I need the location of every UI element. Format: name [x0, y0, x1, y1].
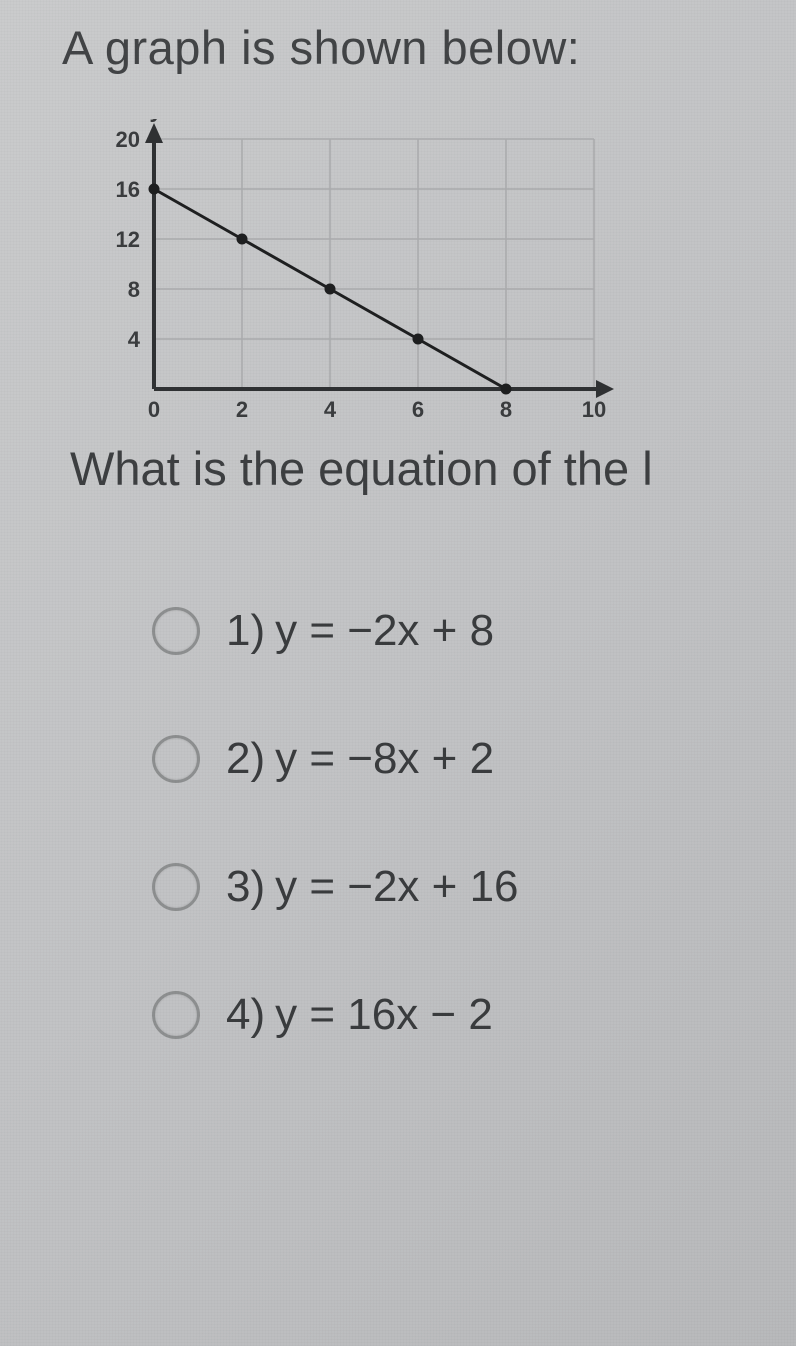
line-chart: 024681048121620yx: [84, 119, 624, 429]
svg-text:10: 10: [582, 397, 606, 422]
radio-icon[interactable]: [152, 735, 200, 783]
svg-text:4: 4: [128, 327, 141, 352]
radio-icon[interactable]: [152, 607, 200, 655]
answer-options: 1)y = −2x + 8 2)y = −8x + 2 3)y = −2x + …: [152, 606, 782, 1040]
svg-text:y: y: [149, 119, 163, 123]
svg-text:8: 8: [500, 397, 512, 422]
radio-icon[interactable]: [152, 991, 200, 1039]
option-1[interactable]: 1)y = −2x + 8: [152, 606, 782, 656]
svg-text:4: 4: [324, 397, 337, 422]
svg-text:6: 6: [412, 397, 424, 422]
option-label: 1)y = −2x + 8: [226, 606, 494, 656]
option-4[interactable]: 4)y = 16x − 2: [152, 990, 782, 1040]
radio-icon[interactable]: [152, 863, 200, 911]
option-label: 2)y = −8x + 2: [226, 734, 494, 784]
svg-text:0: 0: [148, 397, 160, 422]
svg-text:12: 12: [116, 227, 140, 252]
option-2[interactable]: 2)y = −8x + 2: [152, 734, 782, 784]
svg-text:8: 8: [128, 277, 140, 302]
option-label: 4)y = 16x − 2: [226, 990, 493, 1040]
page-content: A graph is shown below: 0 2 4 6 8 10 4 8 12 16 20 y…: [0, 0, 796, 1148]
svg-text:16: 16: [116, 177, 140, 202]
option-label: 3)y = −2x + 16: [226, 862, 519, 912]
prompt-heading: A graph is shown below:: [62, 20, 782, 75]
question-text: What is the equation of the l: [70, 441, 782, 496]
option-3[interactable]: 3)y = −2x + 16: [152, 862, 782, 912]
svg-text:2: 2: [236, 397, 248, 422]
svg-text:20: 20: [116, 127, 140, 152]
